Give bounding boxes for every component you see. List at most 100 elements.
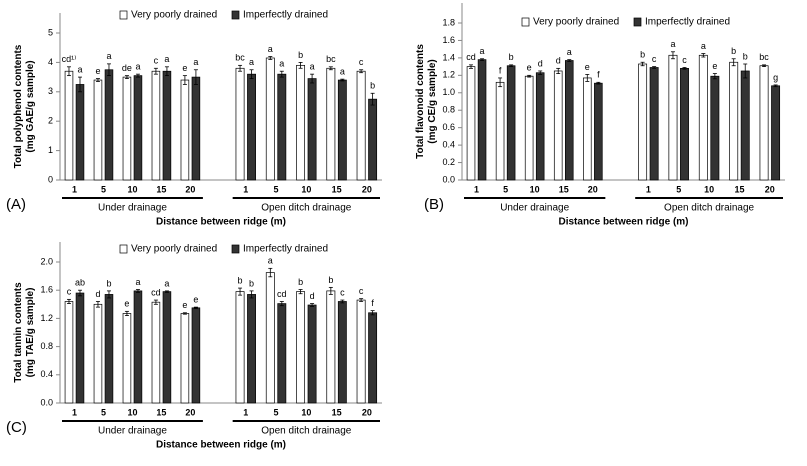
y-tick-label: 2 — [48, 116, 53, 126]
error-bar — [268, 267, 273, 278]
x-tick-label: 20 — [362, 184, 372, 194]
x-tick-label: 15 — [559, 184, 569, 194]
significance-label: d — [95, 289, 100, 299]
bar — [594, 82, 603, 181]
significance-label: e — [585, 62, 590, 72]
error-bar — [652, 66, 657, 69]
bar — [265, 272, 275, 404]
error-bar — [135, 73, 140, 78]
bar — [151, 301, 161, 404]
bar — [75, 292, 85, 404]
bar — [524, 75, 534, 181]
error-bar — [279, 70, 284, 78]
x-tick-label: 10 — [704, 184, 714, 194]
error-bar — [762, 64, 767, 68]
error-bar — [340, 78, 345, 82]
x-tick-label: 5 — [101, 407, 106, 417]
significance-label: e — [193, 294, 198, 304]
significance-label: e — [527, 63, 532, 73]
error-bar — [106, 290, 111, 299]
x-tick-label: 15 — [156, 407, 166, 417]
x-tick-label: 15 — [156, 184, 166, 194]
bar — [638, 63, 648, 181]
error-bar — [298, 62, 303, 69]
significance-label: a — [268, 44, 273, 54]
error-bar — [359, 69, 364, 74]
error-bar — [480, 58, 485, 61]
y-tick-label: 3 — [48, 86, 53, 96]
significance-label: a — [480, 46, 485, 56]
bar — [122, 313, 132, 404]
x-tick-label: 10 — [127, 407, 137, 417]
bar — [535, 72, 545, 181]
y-tick-label: 1.2 — [442, 70, 455, 80]
y-tick-label: 0.8 — [40, 341, 53, 351]
bar — [326, 290, 336, 404]
significance-label: a — [193, 57, 198, 67]
x-tick-label: 1 — [243, 184, 248, 194]
error-bar — [182, 75, 187, 85]
error-bar — [731, 58, 736, 67]
error-bar — [370, 92, 375, 106]
legend-swatch — [633, 17, 642, 27]
error-bar — [95, 301, 100, 308]
error-bar — [682, 67, 687, 70]
x-tick-label: 10 — [301, 184, 311, 194]
error-bar — [66, 298, 71, 304]
significance-label: e — [182, 63, 187, 73]
y-axis-label: Total tannin contents(mg TAE/g sample) — [13, 282, 36, 383]
significance-label: b — [328, 275, 333, 285]
error-bar — [585, 74, 590, 82]
error-bar — [95, 78, 100, 82]
y-tick-label: 5 — [48, 27, 53, 37]
error-bar — [596, 81, 601, 85]
bar — [265, 57, 275, 181]
legend-label: Imperfectly drained — [243, 10, 328, 21]
error-bar — [328, 66, 333, 71]
y-tick-label: 0.4 — [442, 139, 455, 149]
y-tick-label: 0 — [48, 174, 53, 184]
significance-label: g — [773, 72, 778, 82]
significance-label: cd — [277, 289, 287, 299]
y-tick-label: 1.2 — [40, 313, 53, 323]
significance-label: a — [670, 39, 675, 49]
error-bar — [509, 64, 514, 68]
significance-label: a — [268, 256, 273, 266]
error-bar — [538, 70, 543, 75]
bar — [356, 299, 366, 404]
bar — [93, 79, 103, 181]
significance-label: a — [106, 51, 111, 61]
significance-label: a — [701, 41, 706, 51]
significance-label: a — [310, 62, 315, 72]
significance-label: f — [597, 70, 600, 80]
y-axis-label-line: (mg GAE/g sample) — [25, 60, 36, 152]
error-bar — [310, 303, 315, 307]
error-bar — [298, 289, 303, 295]
significance-label: c — [340, 287, 345, 297]
legend-swatch — [119, 244, 128, 254]
significance-label: de — [122, 63, 132, 73]
bar — [75, 84, 85, 181]
bar — [162, 70, 172, 181]
bar — [296, 64, 306, 181]
significance-label: b — [106, 278, 111, 288]
error-bar — [773, 84, 778, 88]
x-tick-label: 20 — [362, 407, 372, 417]
error-bar — [77, 289, 82, 297]
y-axis-label-line: Total tannin contents — [13, 282, 24, 383]
y-tick-label: 1.6 — [442, 35, 455, 45]
error-bar — [640, 61, 645, 67]
y-tick-label: 1 — [48, 145, 53, 155]
x-axis-label: Distance between ridge (m) — [156, 440, 286, 451]
significance-label: b — [298, 50, 303, 60]
significance-label: f — [499, 65, 502, 75]
legend-swatch — [231, 244, 240, 254]
panel-label: (B) — [424, 196, 444, 213]
bar — [247, 294, 256, 404]
legend-swatch — [231, 10, 240, 20]
error-bar — [106, 63, 111, 77]
group-label: Under drainage — [98, 426, 167, 437]
x-tick-label: 1 — [72, 407, 77, 417]
significance-label: e — [712, 61, 717, 71]
bar — [698, 54, 708, 181]
